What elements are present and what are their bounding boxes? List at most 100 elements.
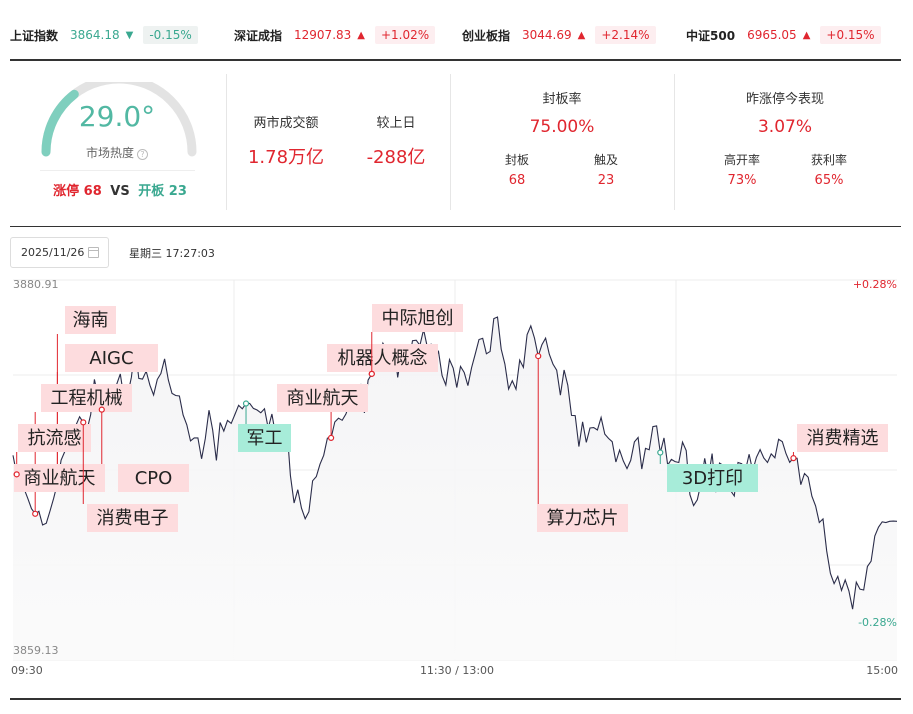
- tag-label: AIGC: [89, 348, 133, 369]
- index-item-sh[interactable]: 上证指数 3864.18 ▼ -0.15%: [10, 24, 198, 46]
- index-change-badge: +1.02%: [374, 26, 436, 44]
- tag-box: [18, 424, 91, 452]
- tag-marker: [790, 455, 797, 462]
- date-picker[interactable]: 2025/11/26: [10, 237, 109, 268]
- y-max-label: 3880.91: [13, 278, 59, 291]
- section-divider: [10, 226, 901, 227]
- heat-value: 29.0°: [78, 100, 156, 133]
- x-label-open: 09:30: [11, 664, 43, 677]
- yesterday-limit-value: 3.07%: [757, 117, 812, 137]
- tag-marker: [242, 400, 250, 407]
- tag-marker: [368, 370, 375, 377]
- tag-label: 中际旭创: [382, 308, 454, 329]
- tag-label: 工程机械: [51, 388, 123, 409]
- index-price: 6965.05: [747, 28, 797, 42]
- limit-up-count: 68: [83, 184, 102, 199]
- tag-marker: [80, 419, 87, 426]
- sector-tag[interactable]: 算力芯片: [535, 352, 628, 532]
- index-bar: 上证指数 3864.18 ▼ -0.15% 深证成指 12907.83 ▲ +1…: [0, 0, 913, 60]
- tag-label: 算力芯片: [547, 508, 619, 529]
- price-area: [13, 317, 897, 660]
- tag-label: 抗流感: [28, 428, 82, 449]
- sector-tag[interactable]: 3D打印: [657, 449, 758, 492]
- tag-marker: [535, 352, 542, 360]
- pct-min-label: -0.28%: [858, 616, 897, 629]
- index-item-cyb[interactable]: 创业板指 3044.69 ▲ +2.14%: [462, 24, 656, 46]
- heat-divider: [40, 170, 195, 171]
- high-open-value: 73%: [727, 173, 757, 188]
- index-item-sz[interactable]: 深证成指 12907.83 ▲ +1.02%: [234, 24, 436, 46]
- up-arrow-icon: ▲: [577, 29, 586, 41]
- heat-gauge-fill: [41, 89, 79, 157]
- heat-gauge: [41, 82, 197, 157]
- sector-tag[interactable]: CPO: [98, 406, 189, 492]
- touched-value: 23: [597, 173, 615, 188]
- tag-label: CPO: [135, 468, 173, 489]
- index-item-zz500[interactable]: 中证500 6965.05 ▲ +0.15%: [686, 24, 881, 46]
- x-label-close: 15:00: [866, 664, 898, 677]
- tag-box: [65, 306, 116, 334]
- x-label-midday: 11:30 / 13:00: [420, 664, 494, 677]
- vs-text: VS: [110, 184, 130, 199]
- tag-box: [238, 424, 291, 452]
- sector-tag[interactable]: 军工: [238, 400, 291, 452]
- high-open-label: 高开率: [723, 153, 760, 167]
- turnover-value: 1.78万亿: [247, 147, 325, 168]
- seal-rate-label: 封板率: [542, 92, 582, 107]
- price-line: [12, 316, 898, 610]
- heat-label: 市场热度?: [62, 144, 172, 161]
- panel-divider: [674, 74, 675, 210]
- index-name: 创业板指: [462, 28, 511, 43]
- tag-marker: [657, 449, 664, 456]
- bottom-divider: [10, 698, 901, 700]
- compare-label: 较上日: [376, 116, 416, 131]
- tag-label: 消费精选: [807, 428, 879, 449]
- sector-tag[interactable]: 机器人概念: [327, 344, 438, 377]
- sector-tag[interactable]: AIGC: [54, 344, 158, 487]
- seal-rate-value: 75.00%: [529, 117, 595, 137]
- sector-tag[interactable]: 商业航天: [277, 384, 368, 441]
- index-change-badge: +2.14%: [595, 26, 656, 44]
- tag-marker: [13, 471, 20, 478]
- tag-box: [14, 464, 105, 492]
- sealed-label: 封板: [504, 153, 529, 167]
- sector-tag[interactable]: 工程机械: [32, 384, 132, 517]
- sector-tag[interactable]: 中际旭创: [368, 304, 463, 377]
- tag-box: [372, 304, 463, 332]
- top-divider: [10, 59, 901, 61]
- time-display: 星期三 17:27:03: [129, 247, 215, 260]
- limit-vs-open: 涨停 68 VS 开板 23: [40, 180, 200, 199]
- y-min-label: 3859.13: [13, 644, 59, 657]
- tag-box: [667, 464, 758, 492]
- up-arrow-icon: ▲: [802, 29, 811, 41]
- index-price: 3864.18: [70, 28, 120, 42]
- date-value: 2025/11/26: [21, 246, 85, 259]
- index-price: 3044.69: [522, 28, 572, 42]
- tag-box: [537, 504, 628, 532]
- sector-tag[interactable]: 商业航天: [13, 464, 105, 492]
- yesterday-limit-label: 昨涨停今表现: [745, 92, 824, 107]
- up-arrow-icon: ▲: [357, 29, 365, 41]
- calendar-icon[interactable]: [88, 247, 99, 258]
- panel-divider: [450, 74, 451, 210]
- touched-label: 触及: [593, 153, 618, 167]
- tag-box: [41, 384, 132, 412]
- tag-label: 商业航天: [287, 388, 359, 409]
- tag-box: [87, 504, 178, 532]
- tag-box: [277, 384, 368, 412]
- tag-marker: [327, 434, 335, 441]
- sector-tag[interactable]: 消费精选: [790, 424, 888, 462]
- help-icon[interactable]: ?: [137, 149, 148, 160]
- sector-tag[interactable]: 抗流感: [13, 424, 91, 478]
- index-change-badge: -0.15%: [143, 26, 198, 44]
- tag-box: [797, 424, 888, 452]
- turnover-label: 两市成交额: [253, 116, 319, 131]
- index-price: 12907.83: [294, 28, 352, 42]
- heat-label-text: 市场热度: [85, 146, 134, 160]
- sealed-value: 68: [508, 173, 526, 188]
- compare-value: -288亿: [366, 147, 426, 168]
- sector-tag[interactable]: 消费电子: [80, 419, 178, 532]
- tag-label: 消费电子: [97, 508, 169, 529]
